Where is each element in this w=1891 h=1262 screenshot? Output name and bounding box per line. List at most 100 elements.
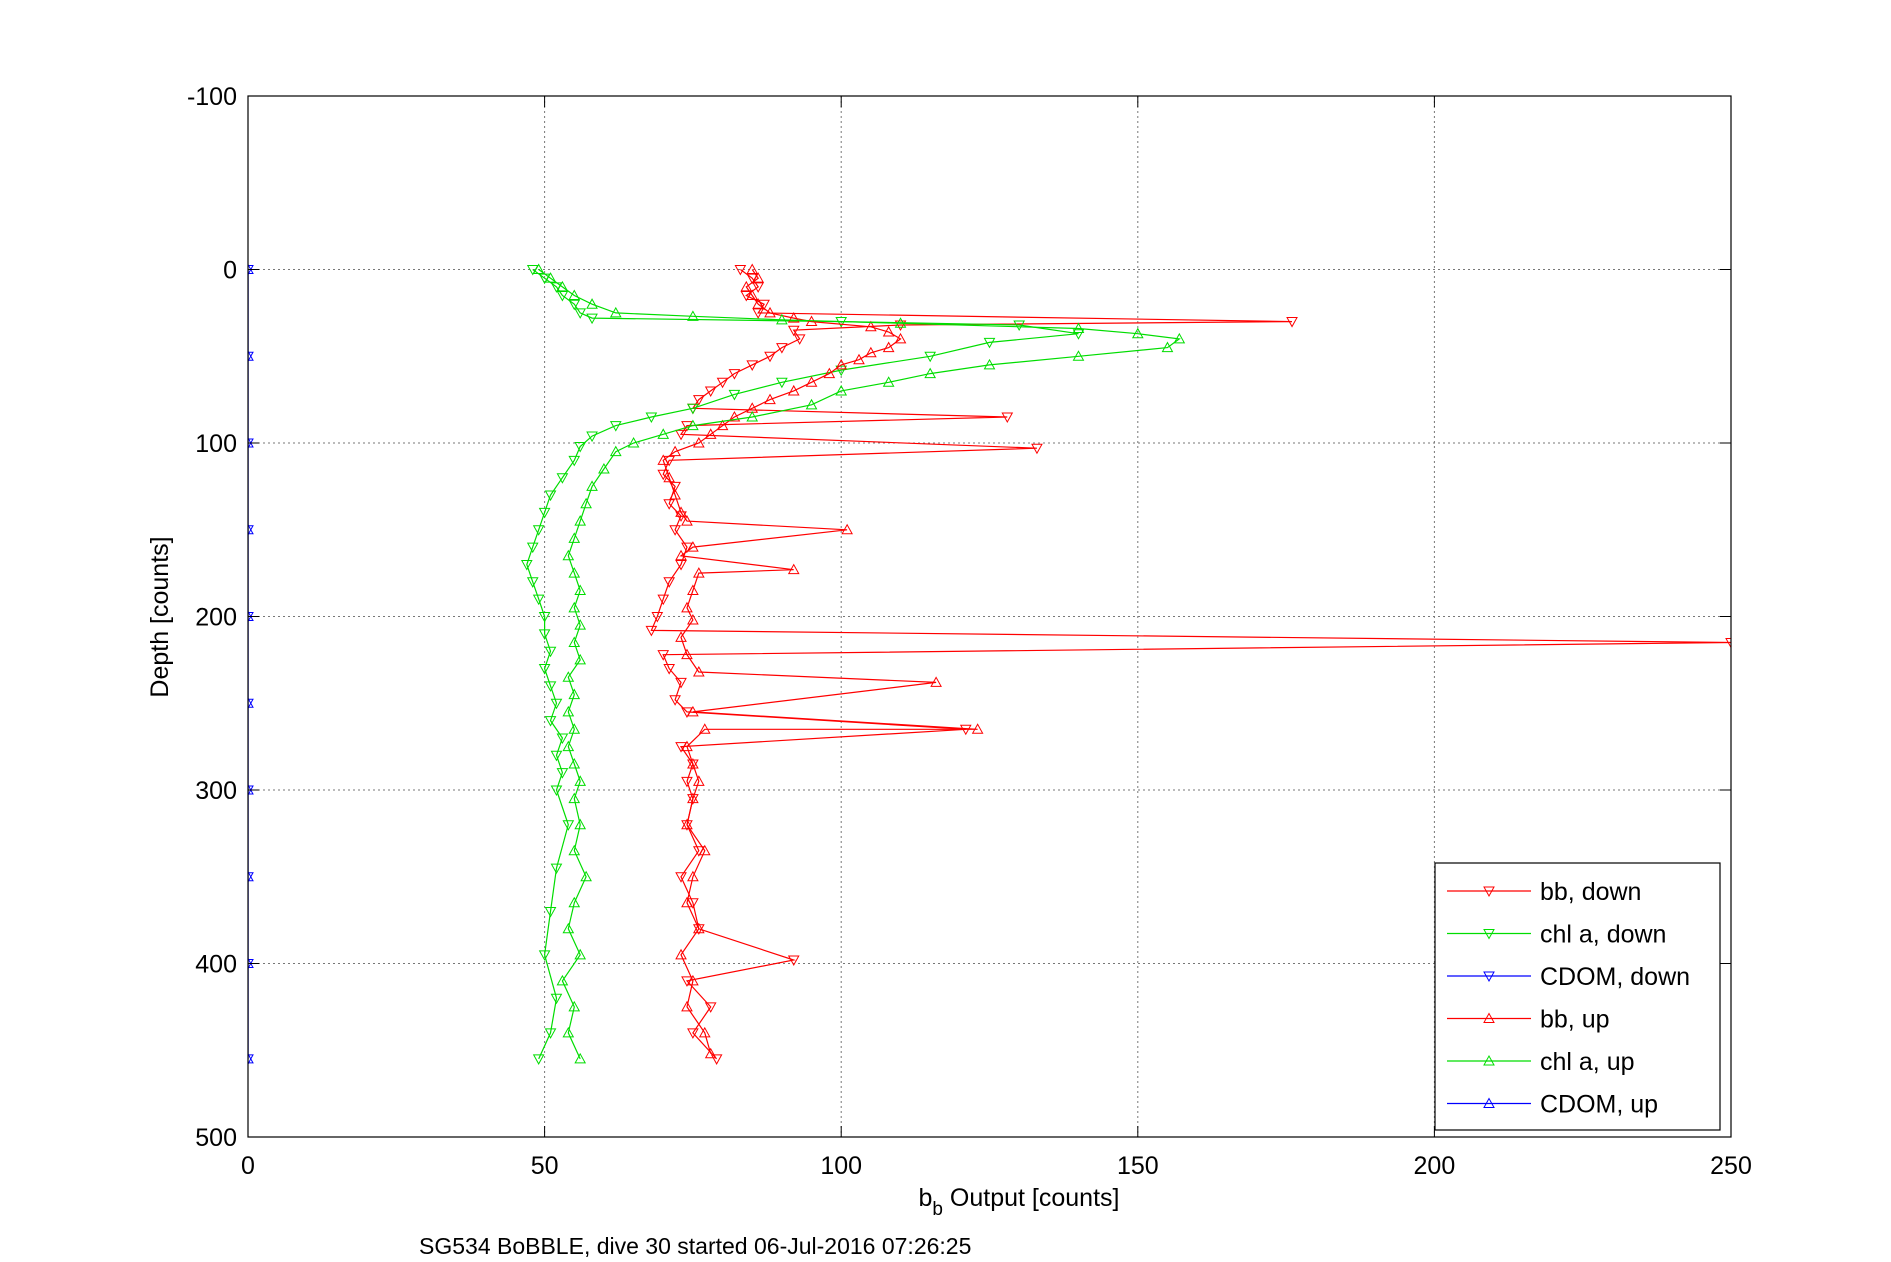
x-tick-label: 250 (1710, 1152, 1752, 1180)
data-point (746, 263, 759, 274)
data-point (675, 506, 687, 517)
data-point (574, 619, 587, 630)
data-point (882, 376, 895, 387)
data-point (532, 1054, 545, 1065)
data-point (787, 312, 800, 323)
legend-marker (1483, 1097, 1495, 1108)
y-tick-label: 500 (195, 1124, 237, 1152)
legend: bb, down chl a, down CDOM, down bb, up chl a… (1434, 862, 1721, 1131)
data-point (556, 473, 569, 484)
data-point (687, 584, 699, 595)
legend-item: chl a, up (1447, 1048, 1635, 1076)
x-axis-label-rest: Output [counts] (943, 1184, 1120, 1212)
data-point (752, 282, 765, 293)
data-point (598, 462, 610, 474)
legend-marker (1483, 886, 1495, 898)
data-point (574, 653, 587, 665)
x-tick-label: 200 (1414, 1152, 1456, 1180)
x-tick-label: 100 (820, 1152, 862, 1180)
data-point (532, 594, 545, 606)
data-point (1072, 329, 1085, 340)
data-point (687, 541, 699, 552)
data-point (574, 584, 587, 595)
data-point (787, 325, 800, 337)
data-point (882, 341, 895, 353)
data-point (544, 272, 557, 283)
data-point (687, 403, 699, 415)
data-point (687, 870, 699, 882)
data-point (787, 955, 800, 967)
data-point (568, 896, 581, 908)
data-point (675, 559, 687, 571)
data-point (568, 792, 581, 804)
data-point (740, 280, 753, 292)
legend-item: CDOM, down (1447, 963, 1690, 991)
data-point (657, 469, 670, 481)
data-point (805, 376, 818, 387)
x-axis-label-subscript: b (932, 1199, 943, 1220)
legend-label: CDOM, up (1540, 1091, 1658, 1119)
data-point (823, 367, 836, 379)
y-tick-label: 200 (195, 604, 237, 632)
legend-item: bb, down (1447, 878, 1641, 906)
data-point (930, 676, 942, 687)
data-point (1001, 412, 1014, 424)
data-point (538, 612, 551, 623)
data-point (609, 421, 622, 432)
legend-label: bb, down (1540, 878, 1641, 906)
data-point (562, 1026, 575, 1038)
data-point (550, 750, 563, 762)
data-point (574, 948, 587, 960)
data-point (687, 705, 699, 717)
data-point (586, 431, 598, 443)
data-point (526, 577, 539, 588)
data-point (586, 313, 598, 325)
data-point (248, 870, 254, 882)
data-point (746, 289, 759, 301)
data-point (776, 313, 788, 325)
data-point (681, 896, 693, 908)
data-point (586, 480, 598, 491)
data-point (248, 697, 254, 708)
data-point (562, 549, 575, 561)
data-point (1131, 327, 1144, 339)
data-point (562, 705, 575, 717)
data-point (687, 792, 699, 804)
data-point (764, 393, 776, 405)
data-point (835, 384, 848, 396)
series-chl-a-up (532, 263, 1186, 1064)
data-point (704, 1047, 717, 1059)
legend-item: CDOM, up (1447, 1091, 1658, 1119)
data-point (657, 454, 670, 465)
data-point (687, 757, 699, 769)
data-point (550, 863, 563, 875)
data-point (574, 818, 587, 830)
data-point (663, 499, 676, 510)
legend-box (1434, 862, 1721, 1131)
x-tick-label: 0 (241, 1152, 255, 1180)
data-point (704, 386, 717, 397)
data-point (550, 785, 563, 797)
data-point (580, 497, 592, 509)
data-point (609, 306, 622, 318)
data-point (657, 594, 670, 606)
data-point (698, 844, 711, 856)
data-point (538, 950, 551, 961)
data-point (675, 948, 687, 960)
legend-marker (1483, 1012, 1495, 1023)
legend-marker (1483, 971, 1495, 983)
data-point (532, 525, 545, 536)
data-point (1031, 443, 1043, 455)
data-point (734, 265, 747, 276)
data-point (568, 723, 581, 734)
data-point (550, 698, 563, 710)
legend-label: chl a, up (1540, 1048, 1635, 1076)
data-point (538, 664, 551, 675)
data-point (681, 1000, 693, 1012)
data-point (716, 419, 729, 431)
x-axis-label: bb Output [counts] (919, 1184, 1120, 1220)
data-point (520, 559, 533, 571)
data-point (586, 298, 598, 309)
data-point (669, 445, 681, 457)
